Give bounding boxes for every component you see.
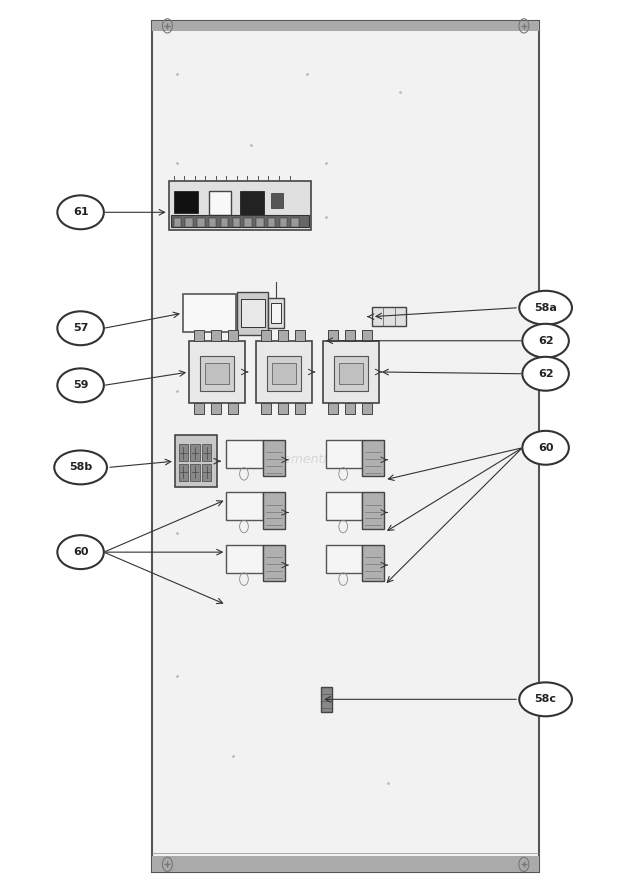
- Bar: [226, 545, 263, 574]
- Text: 59: 59: [73, 380, 89, 391]
- Bar: [362, 492, 384, 528]
- Bar: [256, 218, 264, 227]
- Bar: [323, 341, 379, 403]
- Bar: [209, 191, 231, 216]
- Ellipse shape: [58, 195, 104, 229]
- Bar: [226, 492, 263, 520]
- Bar: [328, 330, 338, 341]
- Bar: [271, 303, 281, 323]
- Bar: [362, 440, 384, 476]
- Ellipse shape: [58, 368, 104, 402]
- Bar: [278, 330, 288, 341]
- Bar: [291, 218, 299, 227]
- Bar: [190, 444, 200, 461]
- Bar: [345, 403, 355, 414]
- Bar: [205, 362, 229, 384]
- Ellipse shape: [58, 535, 104, 569]
- Bar: [174, 191, 198, 213]
- Bar: [263, 492, 285, 528]
- Bar: [362, 330, 371, 341]
- Bar: [321, 687, 332, 712]
- Bar: [185, 218, 193, 227]
- Bar: [190, 464, 200, 481]
- Text: 62: 62: [538, 368, 554, 379]
- Bar: [226, 440, 263, 467]
- Bar: [152, 21, 539, 31]
- Text: 61: 61: [73, 207, 89, 218]
- Bar: [209, 218, 216, 227]
- Text: 58b: 58b: [69, 462, 92, 473]
- Bar: [334, 357, 368, 391]
- Bar: [169, 181, 311, 230]
- Bar: [263, 440, 285, 476]
- Ellipse shape: [520, 682, 572, 716]
- Bar: [211, 403, 221, 414]
- Bar: [189, 341, 245, 403]
- Bar: [326, 545, 362, 574]
- Bar: [183, 294, 236, 332]
- Text: 60: 60: [73, 547, 89, 558]
- Bar: [362, 545, 384, 582]
- Bar: [339, 362, 363, 384]
- Bar: [202, 444, 211, 461]
- Bar: [256, 341, 312, 403]
- Text: 58a: 58a: [534, 302, 557, 313]
- Bar: [221, 218, 228, 227]
- Ellipse shape: [58, 311, 104, 345]
- Bar: [271, 194, 283, 208]
- Bar: [272, 362, 296, 384]
- Ellipse shape: [522, 357, 569, 391]
- Bar: [194, 330, 204, 341]
- Bar: [372, 307, 406, 326]
- Bar: [244, 218, 252, 227]
- Bar: [179, 464, 188, 481]
- Bar: [278, 403, 288, 414]
- Bar: [211, 330, 221, 341]
- Bar: [200, 357, 234, 391]
- Ellipse shape: [522, 324, 569, 358]
- Text: eReplacementParts.com: eReplacementParts.com: [234, 453, 386, 466]
- Bar: [295, 330, 304, 341]
- Bar: [232, 218, 240, 227]
- Bar: [295, 403, 304, 414]
- Bar: [194, 403, 204, 414]
- Bar: [267, 357, 301, 391]
- Bar: [170, 215, 309, 227]
- Ellipse shape: [520, 291, 572, 325]
- Bar: [240, 191, 264, 216]
- Bar: [362, 403, 371, 414]
- Text: 62: 62: [538, 335, 554, 346]
- Bar: [179, 444, 188, 461]
- Bar: [174, 218, 181, 227]
- Bar: [268, 298, 284, 328]
- Bar: [241, 299, 265, 327]
- Text: 57: 57: [73, 323, 88, 334]
- Bar: [175, 435, 217, 487]
- Bar: [152, 856, 539, 872]
- Ellipse shape: [55, 450, 107, 484]
- Bar: [197, 218, 205, 227]
- Bar: [228, 330, 237, 341]
- Bar: [152, 21, 539, 872]
- Text: 60: 60: [538, 442, 554, 453]
- Bar: [326, 492, 362, 520]
- Bar: [261, 330, 271, 341]
- Bar: [280, 218, 287, 227]
- Ellipse shape: [522, 431, 569, 465]
- Text: 58c: 58c: [534, 694, 557, 705]
- Bar: [328, 403, 338, 414]
- Bar: [261, 403, 271, 414]
- Bar: [237, 292, 268, 334]
- Bar: [202, 464, 211, 481]
- Bar: [268, 218, 275, 227]
- Bar: [228, 403, 237, 414]
- Bar: [326, 440, 362, 467]
- Bar: [263, 545, 285, 582]
- Bar: [345, 330, 355, 341]
